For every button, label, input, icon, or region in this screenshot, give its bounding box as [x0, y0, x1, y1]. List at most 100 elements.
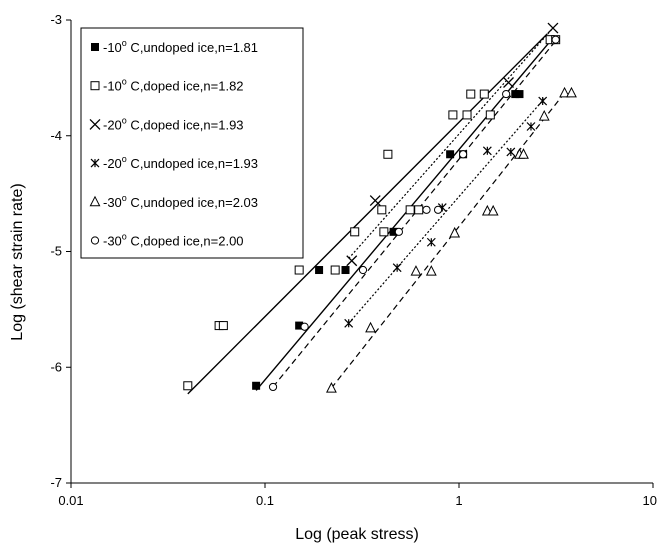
legend-label-temp: -30 — [103, 195, 122, 210]
data-point-open-triangle — [410, 265, 422, 276]
data-point-filled-square — [341, 266, 350, 275]
legend-label-degree: o — [122, 38, 127, 48]
y-tick-label: -7 — [50, 475, 62, 490]
data-point-open-circle — [433, 205, 443, 214]
data-point-filled-square — [315, 266, 324, 275]
legend-label: -30o C,undoped ice,n=2.03 — [103, 193, 258, 210]
legend-label-degree: o — [122, 77, 127, 87]
data-point-open-square — [448, 110, 458, 120]
data-point-open-square — [405, 205, 415, 215]
x-tick-label: 1 — [455, 493, 462, 508]
y-tick-label: -3 — [50, 12, 62, 27]
data-point-open-circle — [422, 205, 431, 214]
legend-entry: -30o C,undoped ice,n=2.03 — [89, 193, 258, 210]
legend-marker-open-triangle — [89, 195, 101, 207]
fit-line-dotted — [348, 27, 554, 259]
legend-label: -20o C,undoped ice,n=1.93 — [103, 154, 258, 171]
data-point-star — [482, 146, 492, 156]
legend-label-desc: C,undoped ice,n=2.03 — [127, 195, 258, 210]
legend-entry: -30o C,doped ice,n=2.00 — [90, 232, 244, 249]
legend-box — [80, 27, 304, 259]
data-point-filled-square — [252, 381, 261, 390]
legend-label: -10o C,undoped ice,n=1.81 — [103, 38, 258, 55]
data-point-filled-square — [515, 90, 524, 99]
legend: -10o C,undoped ice,n=1.81-10o C,doped ic… — [80, 27, 304, 259]
legend-marker-open-circle — [90, 236, 100, 245]
legend-label-temp: -10 — [103, 79, 122, 94]
legend-label-temp: -30 — [103, 234, 122, 249]
data-point-open-square — [379, 227, 389, 237]
data-point-open-square — [479, 89, 489, 99]
data-point-open-square — [350, 227, 360, 237]
legend-label-degree: o — [122, 193, 127, 203]
legend-label-degree: o — [122, 232, 127, 242]
legend-label: -30o C,doped ice,n=2.00 — [103, 232, 244, 249]
legend-label-desc: C,doped ice,n=2.00 — [127, 234, 244, 249]
data-point-x — [503, 77, 514, 88]
data-point-open-triangle — [449, 226, 461, 238]
legend-entry: -10o C,doped ice,n=1.82 — [90, 77, 244, 94]
legend-label-degree: o — [122, 154, 127, 164]
fit-line-dashed — [330, 92, 566, 389]
data-point-star — [538, 96, 548, 106]
y-tick-label: -6 — [50, 359, 62, 374]
data-point-filled-square — [446, 150, 455, 159]
data-point-filled-square — [389, 227, 398, 236]
legend-label-temp: -20 — [103, 156, 122, 171]
data-point-open-square — [377, 205, 387, 215]
data-point-open-triangle — [518, 148, 529, 159]
data-point-open-circle — [268, 382, 278, 392]
data-point-open-triangle — [487, 204, 499, 216]
data-point-star — [506, 147, 516, 157]
legend-entry: -10o C,undoped ice,n=1.81 — [91, 38, 258, 55]
data-point-open-circle — [459, 150, 468, 159]
legend-label-temp: -20 — [103, 117, 122, 132]
data-point-open-triangle — [538, 109, 550, 121]
data-point-star — [426, 237, 436, 247]
data-point-open-square — [383, 149, 393, 159]
data-point-open-triangle — [559, 86, 570, 98]
data-point-open-triangle — [425, 265, 437, 276]
legend-entry: -20o C,undoped ice,n=1.93 — [90, 154, 258, 171]
data-point-x — [369, 195, 381, 207]
data-point-open-triangle — [365, 321, 376, 333]
legend-label-degree: o — [122, 115, 127, 125]
x-tick-label: 0.1 — [256, 493, 274, 508]
data-point-open-triangle — [326, 381, 337, 393]
data-point-open-circle — [300, 322, 309, 331]
data-point-filled-square — [511, 90, 520, 99]
data-point-open-square — [462, 110, 472, 120]
data-point-open-triangle — [566, 86, 577, 98]
data-point-open-circle — [358, 265, 368, 275]
data-point-star — [344, 318, 354, 328]
legend-label: -20o C,doped ice,n=1.93 — [103, 115, 244, 132]
data-point-open-circle — [502, 89, 511, 99]
y-axis-title: Log (shear strain rate) — [9, 183, 26, 340]
data-point-open-circle — [551, 35, 560, 44]
data-point-open-square — [294, 265, 304, 275]
legend-marker-x — [89, 118, 101, 130]
data-point-star — [526, 122, 536, 131]
legend-label-desc: C,undoped ice,n=1.93 — [127, 156, 258, 171]
data-point-x — [547, 22, 559, 34]
data-point-open-circle — [394, 227, 403, 236]
x-tick-label: 0.01 — [58, 493, 83, 508]
x-axis-title: Log (peak stress) — [295, 526, 419, 543]
data-point-open-square — [183, 381, 193, 391]
legend-label-desc: C,doped ice,n=1.93 — [127, 117, 244, 132]
data-point-open-square — [218, 321, 228, 331]
data-point-x — [346, 255, 358, 267]
legend-label-desc: C,doped ice,n=1.82 — [127, 79, 244, 94]
data-point-open-square — [485, 110, 495, 120]
y-tick-label: -4 — [50, 128, 62, 143]
legend-marker-filled-square — [91, 43, 99, 51]
fit-line-solid — [255, 39, 553, 391]
x-tick-label: 10 — [643, 493, 657, 508]
axes: -7 -6 -5 -4 -3 0.01 0.1 1 10 — [50, 12, 657, 508]
data-point-open-square — [466, 89, 476, 99]
legend-label: -10o C,doped ice,n=1.82 — [103, 77, 244, 94]
data-point-open-square — [414, 205, 424, 215]
legend-marker-open-square — [90, 81, 100, 91]
legend-label-desc: C,undoped ice,n=1.81 — [127, 40, 258, 55]
